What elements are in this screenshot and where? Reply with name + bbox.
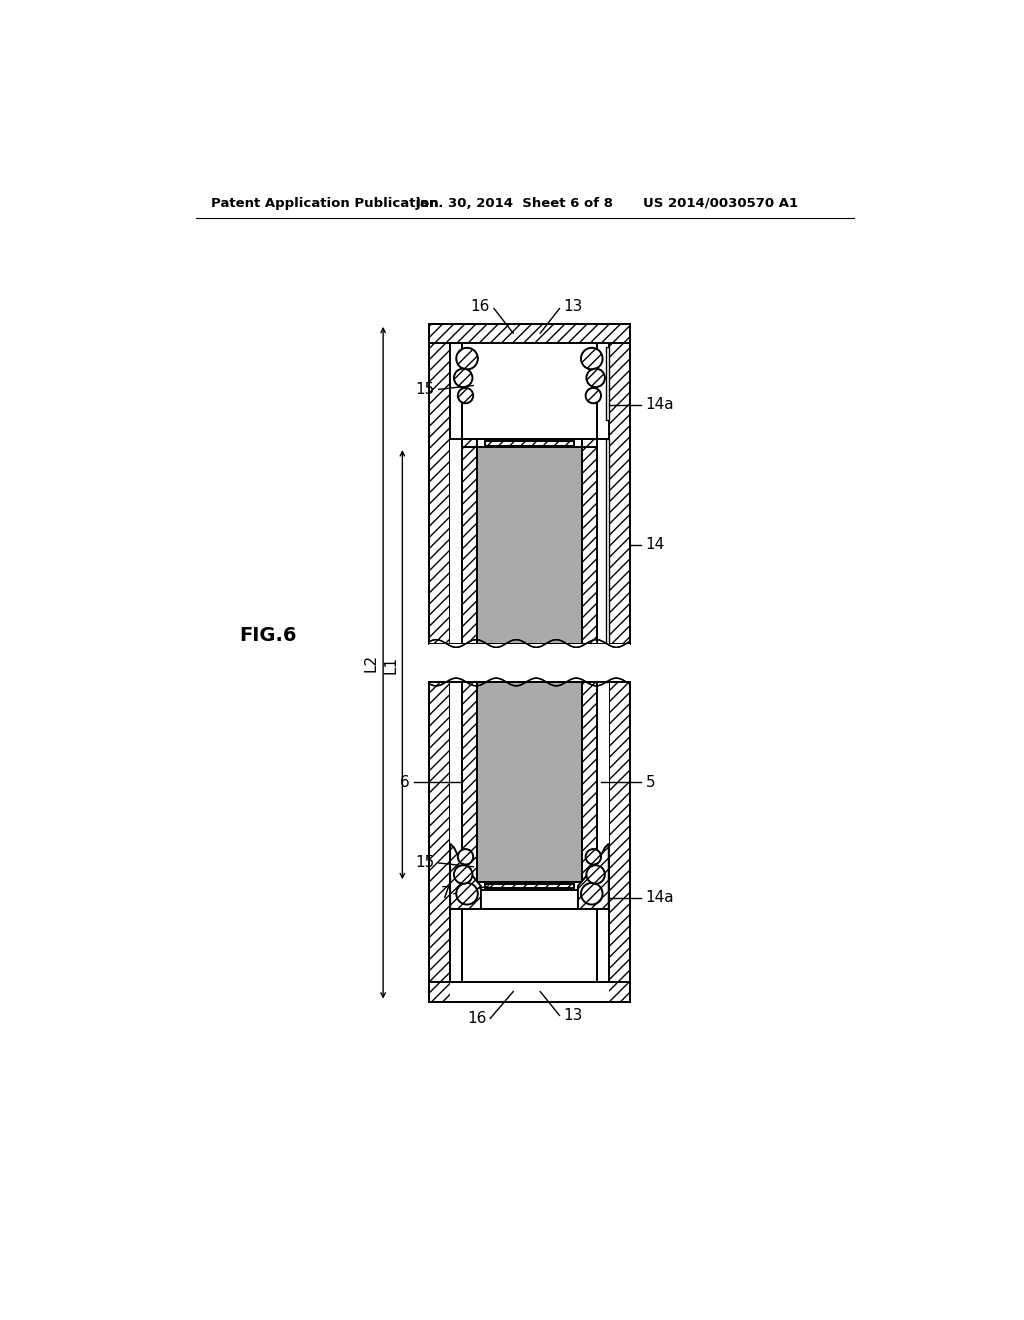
- Circle shape: [457, 348, 478, 370]
- Bar: [451, 343, 608, 644]
- Bar: [477, 447, 582, 644]
- Text: 5: 5: [646, 775, 655, 789]
- Bar: [451, 682, 608, 1002]
- Bar: [582, 440, 597, 447]
- Text: 6: 6: [399, 775, 410, 789]
- Bar: [477, 882, 582, 890]
- Bar: [462, 343, 597, 440]
- Text: 14a: 14a: [645, 397, 674, 412]
- Bar: [462, 682, 477, 882]
- Circle shape: [458, 849, 473, 865]
- Bar: [462, 440, 477, 447]
- Bar: [429, 323, 630, 343]
- Text: 13: 13: [563, 298, 583, 314]
- Text: 16: 16: [467, 1011, 486, 1026]
- Bar: [484, 884, 574, 888]
- Bar: [484, 441, 574, 446]
- Circle shape: [454, 866, 472, 884]
- Bar: [429, 323, 451, 644]
- Bar: [582, 882, 597, 890]
- Text: Patent Application Publication: Patent Application Publication: [211, 197, 439, 210]
- Circle shape: [586, 388, 601, 404]
- Text: L1: L1: [384, 656, 398, 673]
- Text: Jan. 30, 2014  Sheet 6 of 8: Jan. 30, 2014 Sheet 6 of 8: [416, 197, 613, 210]
- Polygon shape: [578, 843, 608, 909]
- Bar: [606, 347, 608, 420]
- Text: FIG.6: FIG.6: [239, 626, 296, 645]
- Bar: [597, 909, 608, 982]
- Text: 14: 14: [646, 537, 665, 553]
- Bar: [597, 343, 608, 440]
- Bar: [462, 882, 477, 890]
- Circle shape: [454, 368, 472, 387]
- Text: 15: 15: [416, 381, 435, 397]
- Circle shape: [587, 866, 605, 884]
- Polygon shape: [578, 343, 608, 409]
- Text: 14a: 14a: [645, 890, 674, 906]
- Circle shape: [457, 883, 478, 904]
- Polygon shape: [451, 343, 481, 409]
- Circle shape: [581, 883, 602, 904]
- Text: 13: 13: [563, 1008, 583, 1023]
- Bar: [462, 909, 597, 982]
- Bar: [477, 682, 582, 882]
- Text: 16: 16: [471, 298, 490, 314]
- Bar: [477, 440, 582, 447]
- Bar: [451, 343, 462, 440]
- Text: L2: L2: [364, 653, 379, 672]
- Bar: [608, 682, 630, 1002]
- Circle shape: [581, 348, 602, 370]
- Bar: [608, 323, 630, 644]
- Bar: [582, 447, 597, 644]
- Bar: [606, 440, 608, 682]
- Text: 15: 15: [416, 855, 435, 870]
- Bar: [451, 909, 462, 982]
- Bar: [462, 447, 477, 644]
- Bar: [582, 682, 597, 882]
- Text: US 2014/0030570 A1: US 2014/0030570 A1: [643, 197, 798, 210]
- Bar: [429, 644, 630, 681]
- Polygon shape: [451, 843, 481, 909]
- Circle shape: [458, 388, 473, 404]
- Bar: [429, 682, 451, 1002]
- Bar: [429, 982, 630, 1002]
- Text: 7: 7: [440, 886, 451, 902]
- Circle shape: [586, 849, 601, 865]
- Circle shape: [587, 368, 605, 387]
